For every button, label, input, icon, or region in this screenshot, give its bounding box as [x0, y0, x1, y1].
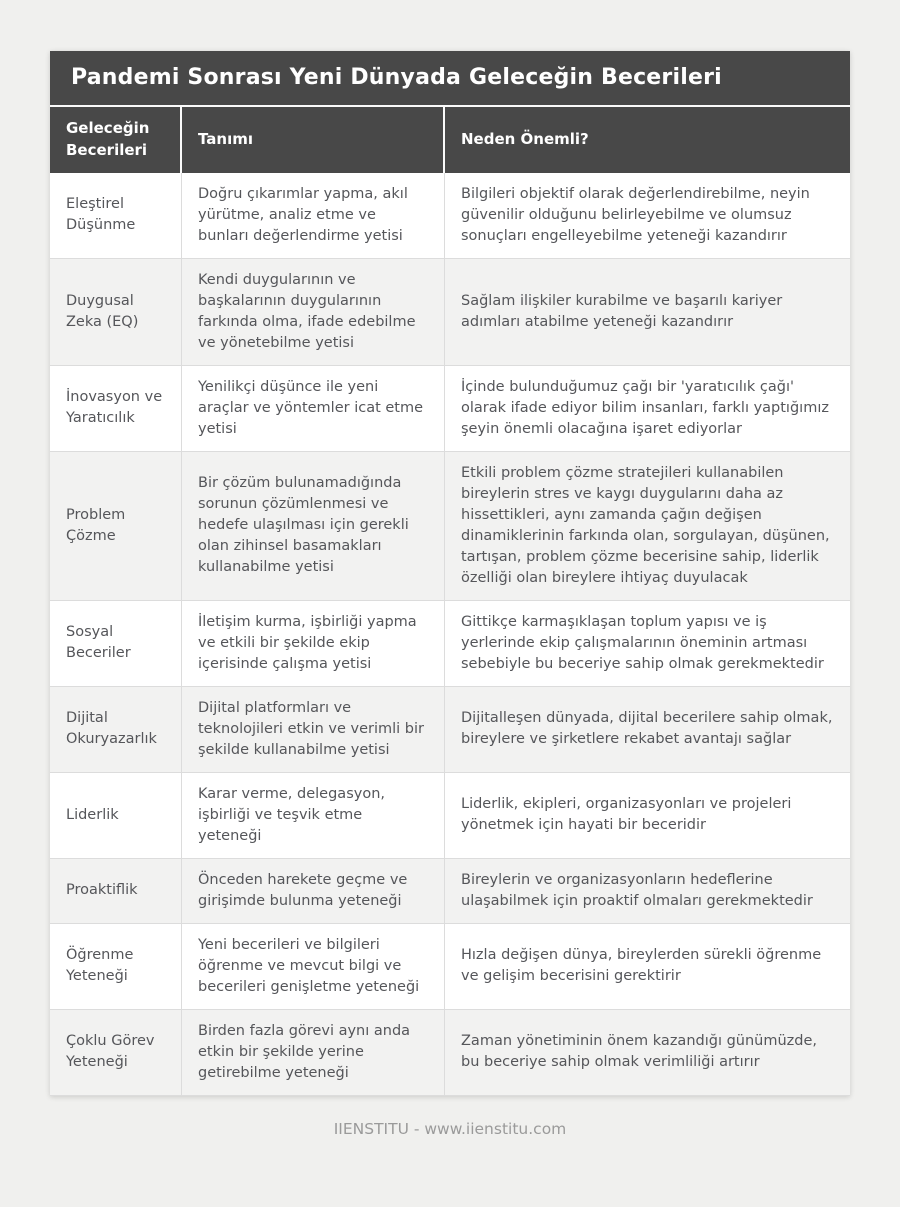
table-row: İnovasyon ve Yaratıcılık Yenilikçi düşün… [50, 364, 850, 451]
skill-name-cell: Duygusal Zeka (EQ) [50, 258, 182, 365]
table-body: Eleştirel Düşünme Doğru çıkarımlar yapma… [50, 172, 850, 1097]
definition-cell: İletişim kurma, işbirliği yapma ve etkil… [182, 600, 445, 686]
footer-credit: IIENSTITU - www.iienstitu.com [333, 1120, 567, 1139]
table-row: Sosyal Beceriler İletişim kurma, işbirli… [50, 599, 850, 686]
page-title: Pandemi Sonrası Yeni Dünyada Geleceğin B… [71, 65, 722, 90]
table-row: Duygusal Zeka (EQ) Kendi duygularının ve… [50, 257, 850, 365]
definition-cell: Bir çözüm bulunamadığında sorunun çözüml… [182, 451, 445, 600]
importance-cell: Bireylerin ve organizasyonların hedefler… [461, 871, 813, 909]
definition-cell: Dijital platformları ve teknolojileri et… [182, 686, 445, 772]
table-row: Problem Çözme Bir çözüm bulunamadığında … [50, 450, 850, 600]
skill-name-cell: Problem Çözme [50, 451, 182, 600]
importance-cell: Etkili problem çözme stratejileri kullan… [461, 464, 830, 586]
table-header-row: Geleceğin Becerileri Tanımı Neden Önemli… [50, 107, 850, 173]
importance-cell: Hızla değişen dünya, bireylerden sürekli… [461, 947, 822, 985]
table-row: Öğrenme Yeteneği Yeni becerileri ve bilg… [50, 922, 850, 1009]
skill-name-cell: İnovasyon ve Yaratıcılık [50, 365, 182, 451]
importance-cell: Dijitalleşen dünyada, dijital becerilere… [461, 710, 833, 748]
skill-name-cell: Çoklu Görev Yeteneği [50, 1009, 182, 1096]
skill-name-cell: Sosyal Beceriler [50, 600, 182, 686]
definition-cell: Önceden harekete geçme ve girişimde bulu… [182, 858, 445, 923]
importance-cell: Liderlik, ekipleri, organizasyonları ve … [461, 796, 792, 834]
skill-name-cell: Liderlik [50, 772, 182, 858]
column-header-skill: Geleceğin Becerileri [50, 107, 182, 173]
skill-name-cell: Öğrenme Yeteneği [50, 923, 182, 1009]
skills-table: Pandemi Sonrası Yeni Dünyada Geleceğin B… [50, 51, 850, 1097]
definition-cell: Yeni becerileri ve bilgileri öğrenme ve … [182, 923, 445, 1009]
definition-cell: Yenilikçi düşünce ile yeni araçlar ve yö… [182, 365, 445, 451]
skill-name-cell: Eleştirel Düşünme [50, 172, 182, 258]
importance-cell: Bilgileri objektif olarak değerlendirebi… [461, 185, 810, 244]
skill-name-cell: Dijital Okuryazarlık [50, 686, 182, 772]
importance-cell: Zaman yönetiminin önem kazandığı günümüz… [461, 1033, 818, 1071]
skill-name-cell: Proaktiflik [50, 858, 182, 923]
table-row: Proaktiflik Önceden harekete geçme ve gi… [50, 857, 850, 923]
importance-cell: İçinde bulunduğumuz çağı bir 'yaratıcılı… [461, 378, 829, 437]
table-row: Eleştirel Düşünme Doğru çıkarımlar yapma… [50, 172, 850, 258]
column-header-importance: Neden Önemli? [445, 107, 850, 173]
importance-cell: Gittikçe karmaşıklaşan toplum yapısı ve … [461, 613, 824, 672]
table-row: Çoklu Görev Yeteneği Birden fazla görevi… [50, 1008, 850, 1097]
table-row: Liderlik Karar verme, delegasyon, işbirl… [50, 771, 850, 858]
definition-cell: Kendi duygularının ve başkalarının duygu… [182, 258, 445, 365]
table-title-bar: Pandemi Sonrası Yeni Dünyada Geleceğin B… [50, 51, 850, 107]
column-header-definition: Tanımı [182, 107, 445, 173]
definition-cell: Birden fazla görevi aynı anda etkin bir … [182, 1009, 445, 1096]
importance-cell: Sağlam ilişkiler kurabilme ve başarılı k… [461, 292, 783, 330]
table-row: Dijital Okuryazarlık Dijital platformlar… [50, 685, 850, 772]
definition-cell: Karar verme, delegasyon, işbirliği ve te… [182, 772, 445, 858]
definition-cell: Doğru çıkarımlar yapma, akıl yürütme, an… [182, 172, 445, 258]
